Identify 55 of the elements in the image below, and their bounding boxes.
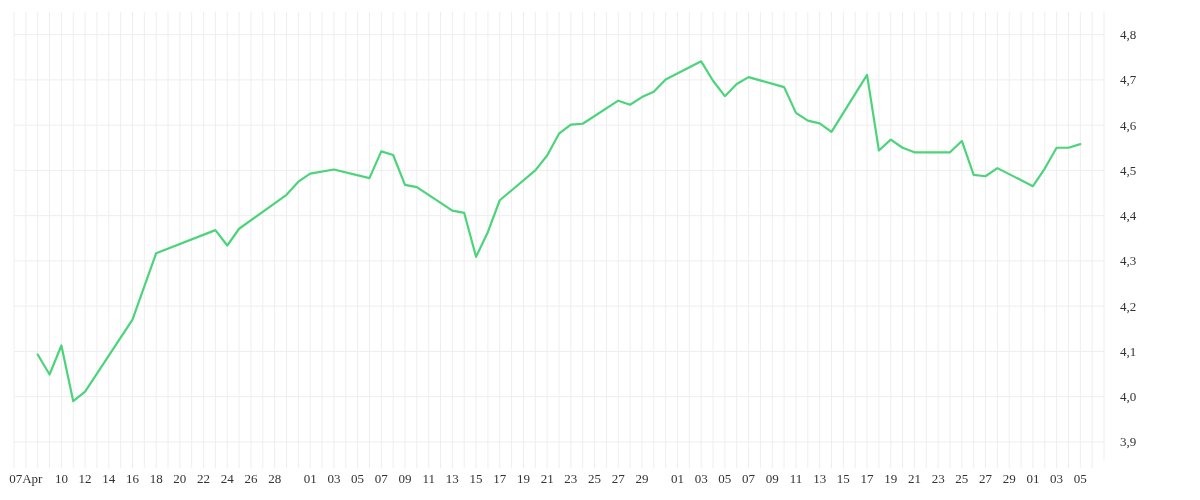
y-tick-label: 4,8 bbox=[1120, 27, 1137, 43]
x-tick-label: 27 bbox=[979, 471, 993, 486]
x-tick-label: 18 bbox=[149, 471, 163, 486]
x-tick-label: 29 bbox=[1002, 471, 1016, 486]
x-tick-label: 10 bbox=[54, 471, 68, 486]
x-tick-label: 20 bbox=[173, 471, 187, 486]
x-tick-label: 07Apr bbox=[9, 471, 44, 486]
x-tick-label: 05 bbox=[351, 471, 365, 486]
x-tick-label: 01 bbox=[670, 471, 684, 486]
x-tick-label: 12 bbox=[78, 471, 92, 486]
y-tick-label: 4,2 bbox=[1120, 298, 1137, 314]
x-tick-label: 26 bbox=[244, 471, 258, 486]
x-tick-label: 15 bbox=[836, 471, 850, 486]
x-tick-label: 23 bbox=[564, 471, 578, 486]
x-tick-label: 19 bbox=[884, 471, 898, 486]
x-tick-label: 22 bbox=[197, 471, 211, 486]
y-tick-label: 4,7 bbox=[1120, 72, 1137, 88]
x-tick-label: 03 bbox=[694, 471, 708, 486]
x-tick-label: 21 bbox=[907, 471, 921, 486]
x-tick-label: 25 bbox=[955, 471, 969, 486]
y-tick-label: 4,5 bbox=[1120, 162, 1137, 178]
x-tick-label: 11 bbox=[422, 471, 435, 486]
x-tick-label: 13 bbox=[813, 471, 827, 486]
x-tick-label: 15 bbox=[469, 471, 483, 486]
x-tick-label: 24 bbox=[220, 471, 235, 486]
y-tick-label: 4,3 bbox=[1120, 253, 1137, 269]
y-tick-label: 4,6 bbox=[1120, 117, 1137, 133]
x-tick-label: 25 bbox=[588, 471, 602, 486]
x-tick-label: 14 bbox=[102, 471, 116, 486]
x-tick-label: 13 bbox=[445, 471, 459, 486]
x-tick-label: 17 bbox=[860, 471, 875, 486]
x-tick-label: 03 bbox=[327, 471, 341, 486]
x-tick-label: 03 bbox=[1050, 471, 1064, 486]
x-tick-label: 09 bbox=[765, 471, 779, 486]
y-tick-label: 4,0 bbox=[1120, 389, 1137, 405]
x-tick-label: 07 bbox=[374, 471, 389, 486]
x-tick-label: 05 bbox=[1073, 471, 1087, 486]
line-series bbox=[36, 60, 1082, 403]
x-tick-label: 16 bbox=[125, 471, 140, 486]
x-tick-label: 01 bbox=[1026, 471, 1040, 486]
x-tick-label: 05 bbox=[718, 471, 732, 486]
x-tick-label: 09 bbox=[398, 471, 412, 486]
x-tick-label: 21 bbox=[540, 471, 554, 486]
x-tick-label: 27 bbox=[611, 471, 626, 486]
x-tick-label: 28 bbox=[268, 471, 282, 486]
x-tick-label: 19 bbox=[516, 471, 530, 486]
x-tick-label: 01 bbox=[303, 471, 317, 486]
y-tick-label: 4,4 bbox=[1120, 208, 1137, 224]
x-tick-label: 07 bbox=[742, 471, 756, 486]
x-tick-label: 23 bbox=[931, 471, 945, 486]
x-tick-label: 11 bbox=[789, 471, 803, 486]
x-tick-label: 29 bbox=[635, 471, 649, 486]
y-tick-label: 3,9 bbox=[1120, 434, 1137, 450]
x-tick-label: 17 bbox=[493, 471, 507, 486]
y-tick-label: 4,1 bbox=[1120, 343, 1137, 359]
